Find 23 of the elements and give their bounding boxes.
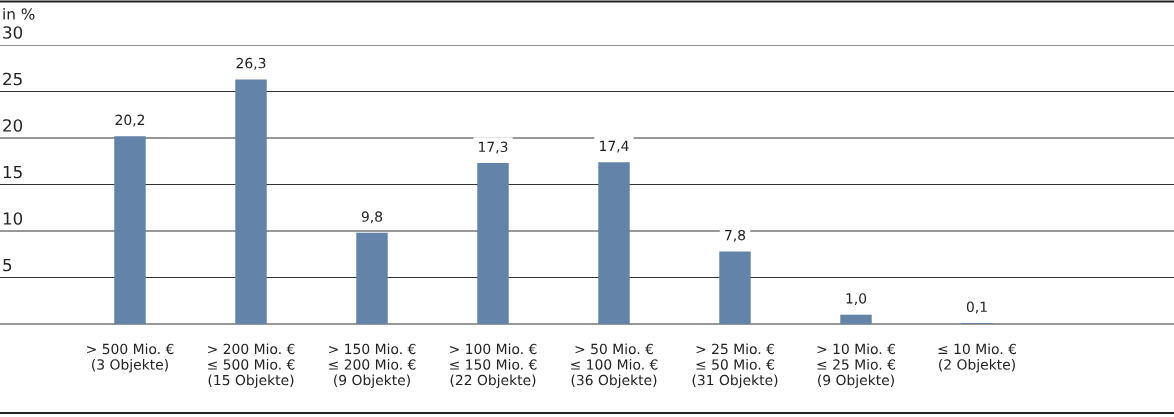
data-label: 9,8 xyxy=(361,211,383,224)
x-tick-label: > 10 Mio. € ≤ 25 Mio. € (9 Objekte) xyxy=(817,343,896,388)
x-tick-label: > 150 Mio. € ≤ 200 Mio. € (9 Objekte) xyxy=(329,343,416,388)
x-tick-label: ≤ 10 Mio. € (2 Objekte) xyxy=(938,343,1017,373)
x-tick-label: > 100 Mio. € ≤ 150 Mio. € (22 Objekte) xyxy=(450,343,537,388)
x-tick-label: > 25 Mio. € ≤ 50 Mio. € (31 Objekte) xyxy=(692,343,778,388)
y-axis-title: in % xyxy=(3,8,35,20)
y-tick-label: 25 xyxy=(3,72,22,86)
y-tick-label: 15 xyxy=(3,165,22,179)
data-label: 7,8 xyxy=(725,229,746,242)
x-tick-label: > 500 Mio. € (3 Objekte) xyxy=(87,343,174,373)
x-tick-label: > 50 Mio. € ≤ 100 Mio. € (36 Objekte) xyxy=(571,343,658,388)
y-tick-label: 5 xyxy=(3,258,12,272)
data-label: 17,3 xyxy=(479,141,508,154)
data-label: 17,4 xyxy=(600,140,629,153)
data-label: 0,1 xyxy=(966,301,987,314)
data-label: 26,3 xyxy=(236,57,266,70)
y-tick-label: 10 xyxy=(3,212,23,225)
x-tick-label: > 200 Mio. € ≤ 500 Mio. € (15 Objekte) xyxy=(208,343,295,388)
y-tick-label: 20 xyxy=(3,119,23,132)
data-label: 20,2 xyxy=(115,114,145,127)
y-tick-label: 30 xyxy=(3,26,23,39)
data-label: 1,0 xyxy=(846,293,867,306)
